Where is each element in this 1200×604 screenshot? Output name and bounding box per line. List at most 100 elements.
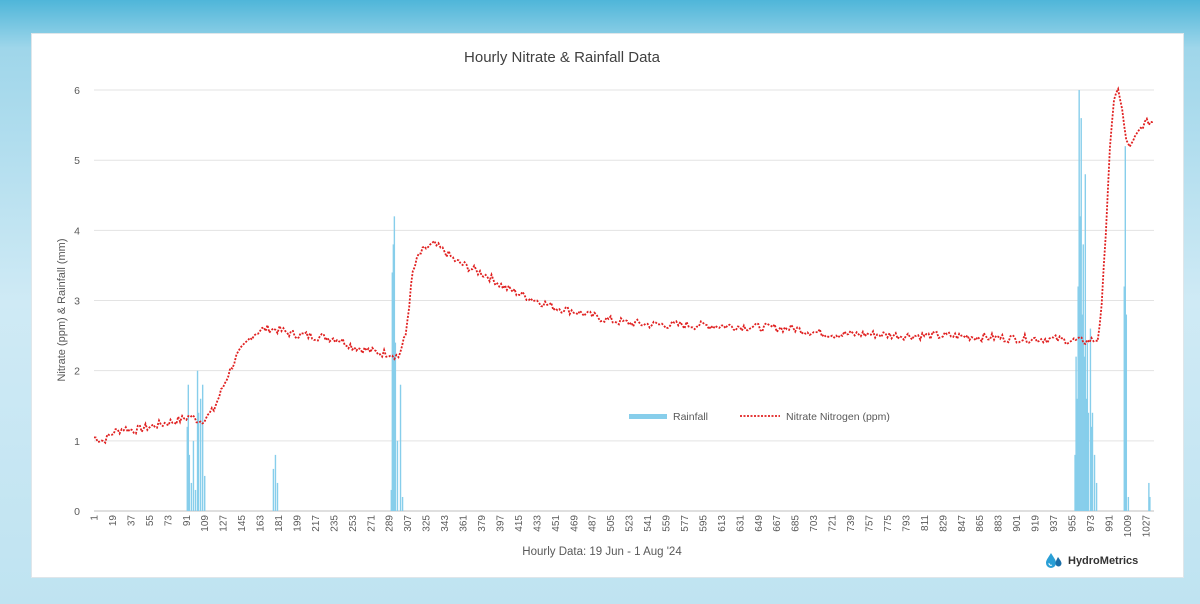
x-tick-label: 739 xyxy=(846,515,857,532)
x-tick-label: 73 xyxy=(163,515,174,527)
rainfall-bar xyxy=(1148,482,1150,511)
x-tick-label: 649 xyxy=(754,515,765,532)
rainfall-bar xyxy=(190,482,193,511)
x-tick-label: 685 xyxy=(791,515,802,532)
rainfall-bar xyxy=(1123,286,1125,511)
rainfall-bar xyxy=(1085,398,1088,511)
rainfall-bar xyxy=(274,454,277,511)
rainfall-bar xyxy=(1093,454,1096,511)
rainfall-bar xyxy=(1127,496,1130,511)
water-drops-icon xyxy=(1046,553,1062,568)
rainfall-bar xyxy=(394,342,397,511)
x-tick-label: 973 xyxy=(1086,515,1097,532)
x-tick-label: 109 xyxy=(200,515,211,532)
x-tick-label: 775 xyxy=(883,515,894,532)
rainfall-bar xyxy=(201,384,204,511)
rainfall-bar xyxy=(1079,216,1081,512)
rainfall-bar xyxy=(197,412,200,511)
y-tick-label: 0 xyxy=(74,506,80,518)
x-tick-label: 541 xyxy=(643,515,654,532)
x-tick-label: 577 xyxy=(680,515,691,532)
x-tick-label: 379 xyxy=(477,515,488,532)
rainfall-bar xyxy=(276,482,279,511)
y-tick-label: 5 xyxy=(74,155,80,167)
x-tick-label: 145 xyxy=(237,515,248,532)
rainfall-bar xyxy=(199,398,202,511)
logo-text: HydroMetrics xyxy=(1068,555,1139,567)
x-tick-label: 991 xyxy=(1104,515,1115,532)
x-tick-label: 325 xyxy=(422,515,433,532)
x-tick-label: 523 xyxy=(625,515,636,532)
hydrometrics-logo: HydroMetrics xyxy=(1044,552,1138,570)
x-tick-label: 163 xyxy=(256,515,267,532)
rainfall-bar xyxy=(401,496,404,511)
rainfall-bar xyxy=(1089,328,1092,511)
rainfall-bar xyxy=(391,272,394,511)
rainfall-series xyxy=(186,90,1151,512)
rainfall-bar xyxy=(1076,398,1078,511)
rainfall-bar xyxy=(1080,118,1082,511)
chart-plot: 0 1 2 3 4 5 6 1 19 37 55 73 91 109 127 145 163 181 199 217… xyxy=(74,85,1155,538)
rainfall-bar xyxy=(1124,146,1126,511)
rainfall-bar xyxy=(1084,174,1087,511)
x-tick-labels: 1 19 37 55 73 91 109 127 145 163 181 199 217 235 253 27… xyxy=(90,515,1153,538)
x-tick-label: 901 xyxy=(1012,515,1023,532)
x-tick-label: 181 xyxy=(274,515,285,532)
rainfall-bar xyxy=(1091,412,1094,511)
rainfall-bar xyxy=(196,370,199,511)
x-tick-label: 595 xyxy=(698,515,709,532)
x-tick-label: 397 xyxy=(495,515,506,532)
chart-title: Hourly Nitrate & Rainfall Data xyxy=(464,49,660,66)
x-tick-label: 253 xyxy=(348,515,359,532)
rainfall-bar xyxy=(393,216,396,512)
x-tick-label: 559 xyxy=(662,515,673,532)
rainfall-bar xyxy=(272,468,275,511)
x-tick-label: 199 xyxy=(292,515,303,532)
x-tick-label: 919 xyxy=(1031,515,1042,532)
x-tick-label: 1027 xyxy=(1141,515,1152,538)
x-tick-label: 433 xyxy=(532,515,543,532)
y-tick-label: 6 xyxy=(74,85,80,97)
rainfall-bar xyxy=(1077,286,1079,511)
rainfall-bar xyxy=(1095,482,1098,511)
x-tick-label: 829 xyxy=(938,515,949,532)
x-axis-title: Hourly Data: 19 Jun - 1 Aug '24 xyxy=(522,546,682,558)
x-tick-label: 667 xyxy=(772,515,783,532)
x-tick-label: 865 xyxy=(975,515,986,532)
x-tick-label: 721 xyxy=(828,515,839,532)
rainfall-bar xyxy=(188,454,191,511)
x-tick-label: 361 xyxy=(459,515,470,532)
y-tick-label: 3 xyxy=(74,296,80,308)
rainfall-bar xyxy=(187,384,190,511)
rainfall-bar xyxy=(204,475,206,511)
rainfall-bar xyxy=(1125,314,1128,511)
x-tick-label: 127 xyxy=(219,515,230,532)
x-tick-label: 811 xyxy=(920,515,931,531)
legend: Rainfall Nitrate Nitrogen (ppm) xyxy=(629,411,890,423)
x-tick-label: 235 xyxy=(329,515,340,532)
legend-rainfall-swatch xyxy=(629,414,667,419)
x-tick-label: 217 xyxy=(311,515,322,532)
rainfall-bar xyxy=(1075,356,1077,511)
rainfall-bar xyxy=(1090,426,1093,511)
x-tick-label: 631 xyxy=(735,515,746,532)
legend-nitrate-label: Nitrate Nitrogen (ppm) xyxy=(786,411,890,423)
y-tick-label: 2 xyxy=(74,366,80,378)
x-tick-label: 271 xyxy=(366,515,377,532)
x-tick-label: 19 xyxy=(108,515,119,527)
rainfall-bar xyxy=(399,384,402,511)
x-tick-label: 505 xyxy=(606,515,617,532)
rainfall-bar xyxy=(192,440,195,511)
x-tick-label: 55 xyxy=(145,515,156,527)
rainfall-bar xyxy=(1087,412,1090,511)
x-tick-label: 37 xyxy=(126,515,137,527)
chart-card: Hourly Nitrate & Rainfall Data Nitrate (… xyxy=(31,33,1184,578)
x-tick-label: 613 xyxy=(717,515,728,532)
y-tick-label: 4 xyxy=(74,225,80,237)
x-tick-label: 451 xyxy=(551,515,562,532)
rainfall-bar xyxy=(186,426,188,511)
x-tick-label: 307 xyxy=(403,515,414,532)
x-tick-label: 883 xyxy=(994,515,1005,532)
x-tick-label: 703 xyxy=(809,515,820,532)
nitrate-series-line xyxy=(93,86,1155,445)
